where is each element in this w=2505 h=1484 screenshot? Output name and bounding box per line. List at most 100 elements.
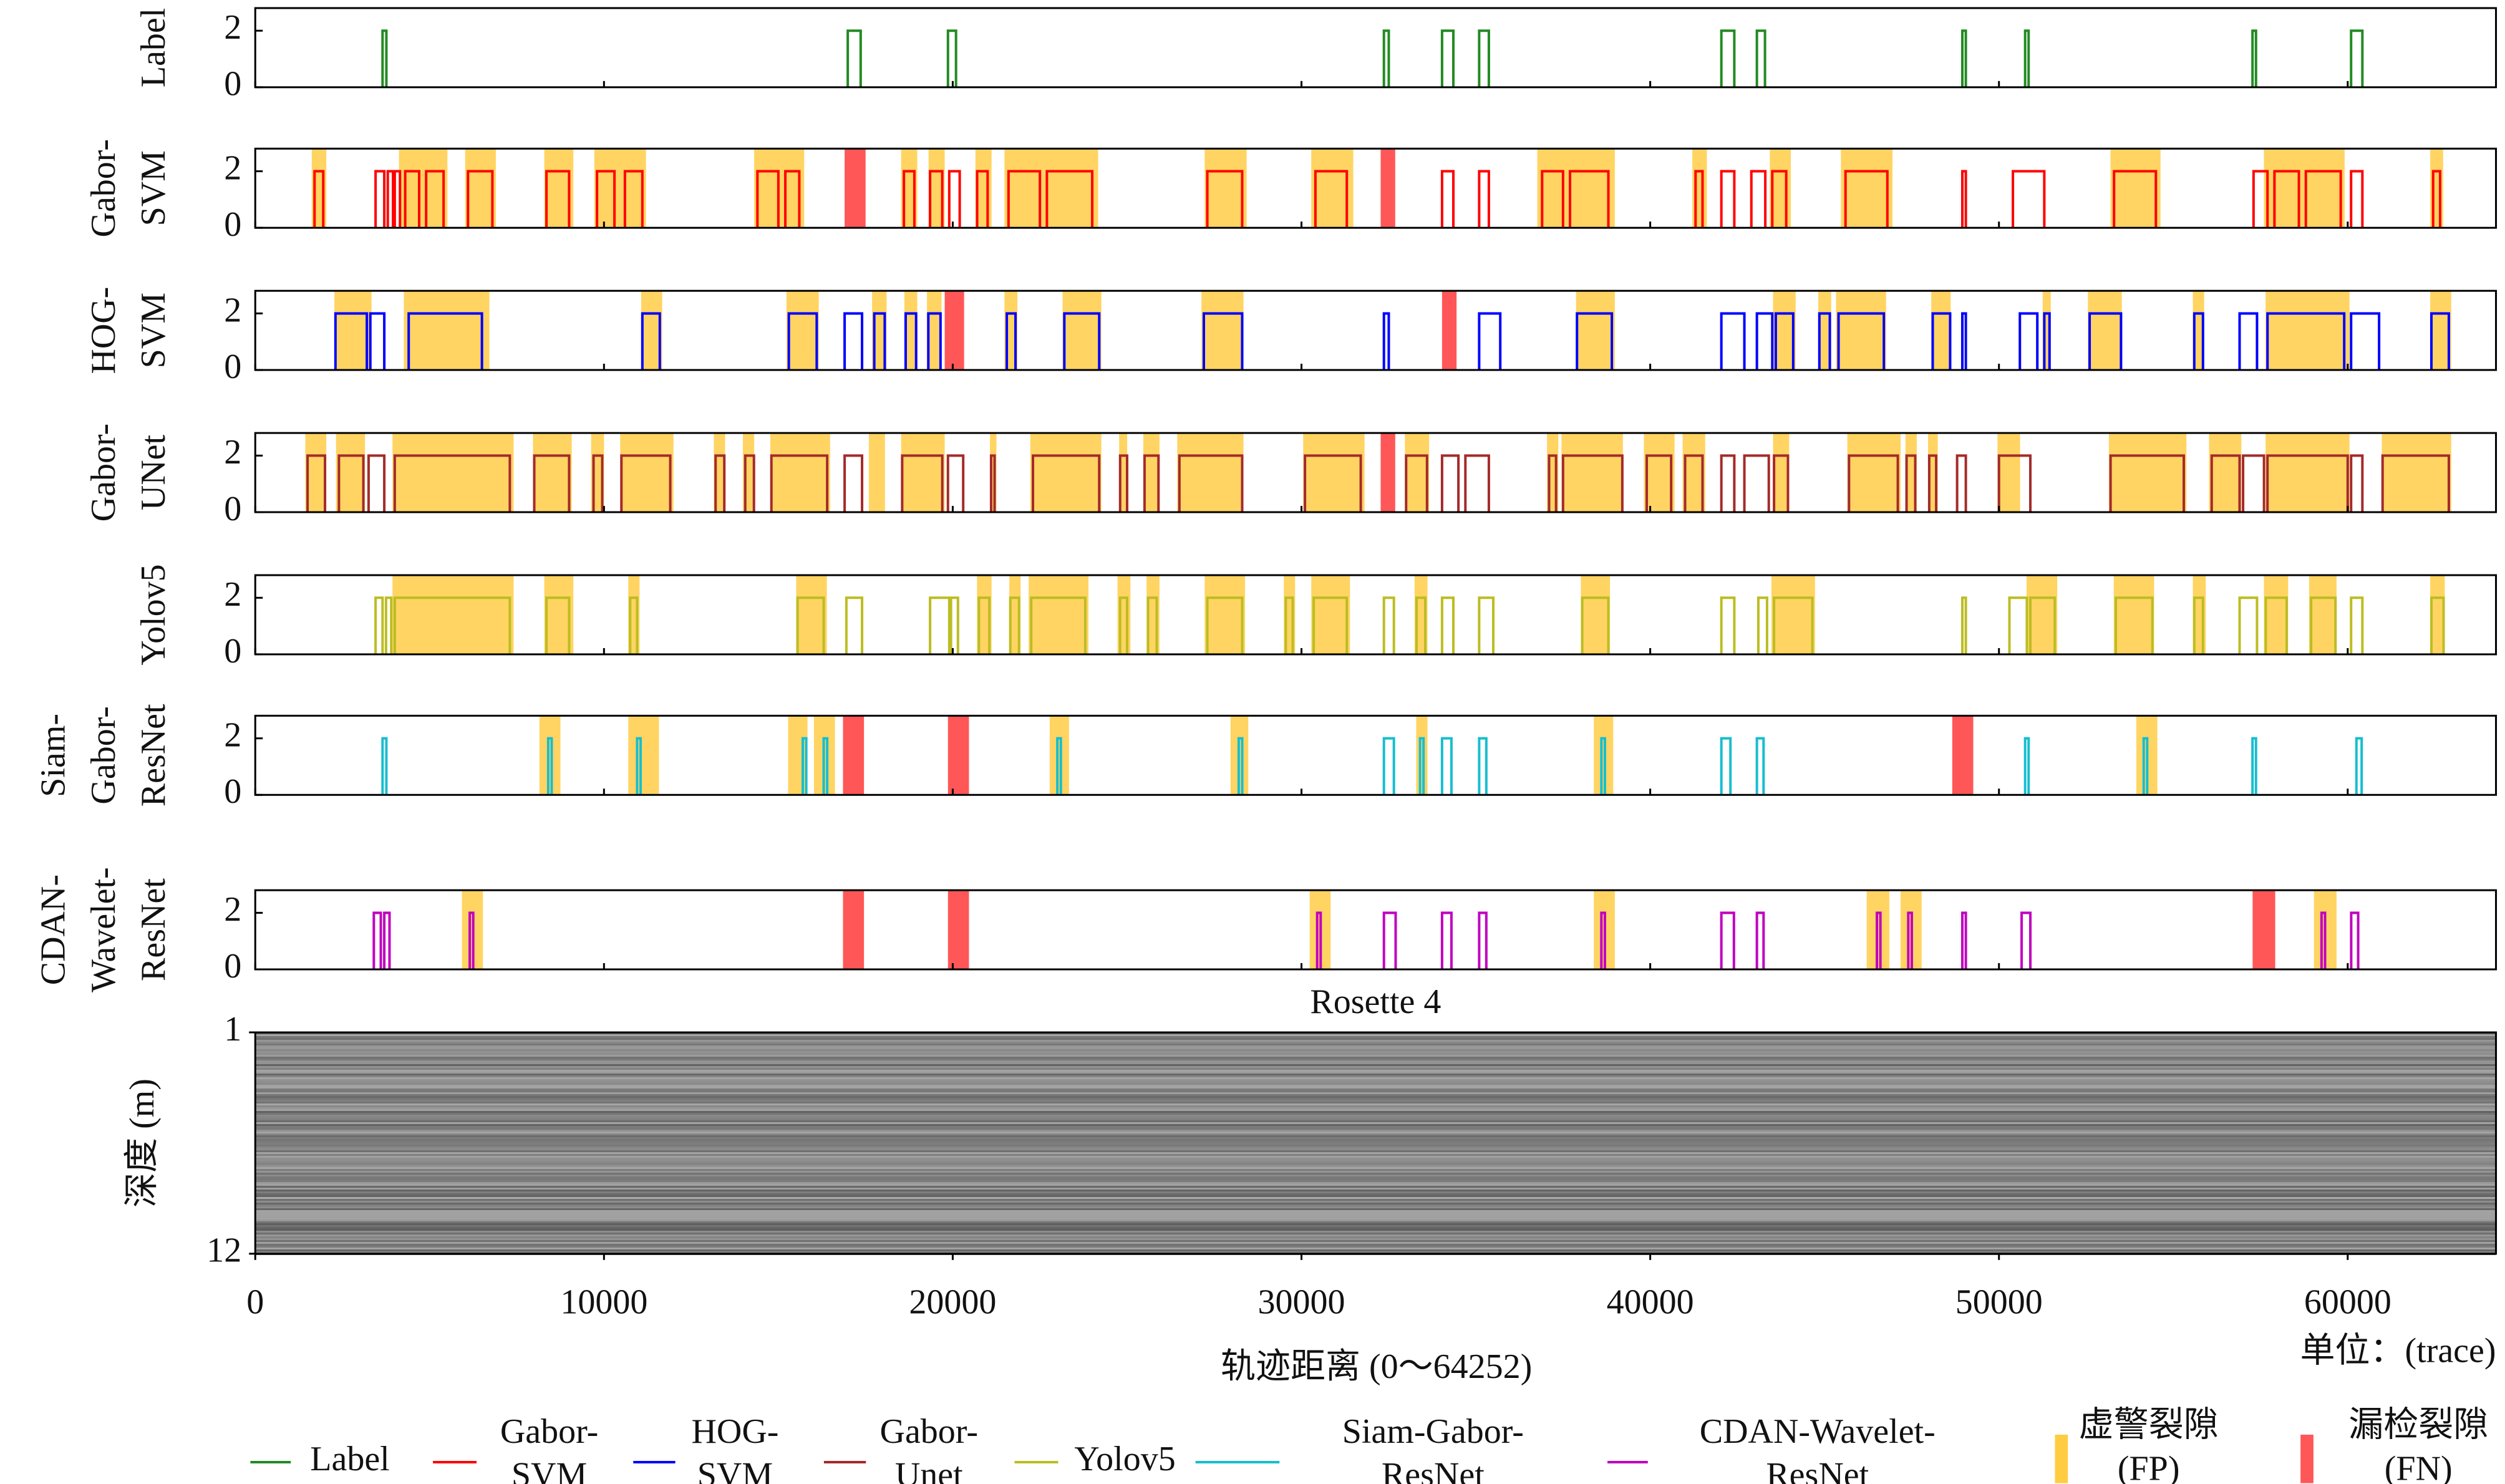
false-positive-region	[2209, 433, 2242, 513]
image-stripe	[255, 1184, 2496, 1186]
image-stripe	[255, 1092, 2496, 1095]
pulse	[1415, 596, 1427, 654]
image-stripe	[255, 1077, 2496, 1080]
image-stripe	[255, 1066, 2496, 1069]
pulse	[1045, 170, 1094, 228]
y-tick-label: 2	[224, 433, 241, 472]
image-stripe	[255, 1132, 2496, 1134]
pulse	[1440, 737, 1453, 795]
pulse	[2350, 312, 2381, 371]
image-stripe	[255, 1240, 2496, 1243]
false-positive-region	[1841, 148, 1893, 228]
image-stripe	[255, 1109, 2496, 1112]
false-positive-region	[620, 433, 674, 513]
image-stripe	[255, 1122, 2496, 1125]
pulse	[372, 911, 382, 969]
pulse	[1312, 596, 1349, 654]
false-positive-region	[392, 433, 514, 513]
image-stripe	[255, 1154, 2496, 1157]
pulse	[386, 170, 395, 228]
pulse	[903, 170, 916, 228]
pulse	[787, 312, 818, 371]
panel: 0 2 Label	[134, 7, 2498, 104]
image-stripe	[255, 1221, 2496, 1224]
false-positive-region	[1004, 148, 1098, 228]
pulse	[1694, 170, 1704, 228]
false-negative-region	[947, 715, 969, 795]
image-stripe	[255, 1173, 2496, 1175]
false-positive-region	[2264, 148, 2345, 228]
image-stripe	[255, 1186, 2496, 1188]
false-positive-region	[336, 433, 366, 513]
pulse	[946, 454, 965, 513]
y-tick-label: 2	[224, 8, 241, 47]
pulse	[1284, 596, 1294, 654]
false-negative-region	[843, 715, 865, 795]
pulse	[592, 454, 604, 513]
image-stripe	[255, 1083, 2496, 1085]
image-stripe	[255, 1158, 2496, 1160]
false-positive-region	[1576, 291, 1615, 371]
pulse	[1118, 454, 1128, 513]
y-axis-label: SVM	[134, 293, 173, 368]
pulse	[1382, 911, 1397, 969]
pulse	[927, 312, 942, 371]
false-positive-region	[868, 433, 885, 513]
image-stripe	[255, 1220, 2496, 1222]
image-stripe	[255, 1236, 2496, 1239]
x-tick-label: 50000	[1955, 1283, 2043, 1322]
image-stripe	[255, 1049, 2496, 1052]
y-tick-label: 2	[224, 715, 241, 754]
pulse	[1118, 596, 1128, 654]
legend-label: HOG-	[691, 1412, 778, 1451]
image-stripe	[255, 1233, 2496, 1235]
pulse	[2430, 596, 2445, 654]
image-stripe	[255, 1089, 2496, 1091]
pulse	[2109, 454, 2186, 513]
y-tick-label: 0	[224, 347, 241, 386]
pulse	[596, 170, 616, 228]
false-positive-region	[786, 291, 819, 371]
image-stripe	[255, 1199, 2496, 1201]
false-positive-region	[1030, 433, 1102, 513]
pulse	[374, 596, 384, 654]
pulse	[1478, 596, 1495, 654]
image-stripe	[255, 1203, 2496, 1205]
pulse	[845, 596, 864, 654]
pulse	[2008, 596, 2028, 654]
y-tick-label: 2	[224, 890, 241, 929]
pulse	[1720, 454, 1736, 513]
pulse	[545, 170, 571, 228]
false-positive-region	[901, 433, 945, 513]
pulse	[1581, 596, 1610, 654]
pulse	[2252, 170, 2269, 228]
panel: 0 2 Siam- Gabor- ResNet	[34, 704, 2498, 811]
pulse	[802, 737, 808, 795]
image-stripe	[255, 1238, 2496, 1241]
image-stripe	[255, 1105, 2496, 1108]
panel-frame	[254, 147, 2498, 229]
pulse	[1955, 454, 1967, 513]
image-stripe	[255, 1115, 2496, 1117]
pulse	[467, 170, 494, 228]
false-positive-region	[1594, 715, 1614, 795]
false-positive-region	[2113, 575, 2154, 654]
image-stripe	[255, 1130, 2496, 1132]
y-axis-label: Gabor-	[84, 139, 123, 237]
false-positive-region	[2108, 433, 2187, 513]
pulse	[843, 454, 864, 513]
pulse	[629, 596, 639, 654]
image-stripe	[255, 1120, 2496, 1123]
false-positive-region	[1905, 433, 1917, 513]
pulse	[2192, 312, 2204, 371]
legend-label: (FP)	[2118, 1449, 2180, 1484]
image-stripe	[255, 1208, 2496, 1211]
pulse	[2355, 737, 2363, 795]
pulse	[2266, 312, 2346, 371]
pulse	[1561, 454, 1624, 513]
panel-frame	[254, 889, 2498, 971]
image-stripe	[255, 1201, 2496, 1203]
y-tick-label: 0	[224, 490, 241, 528]
image-stripe	[255, 1118, 2496, 1121]
